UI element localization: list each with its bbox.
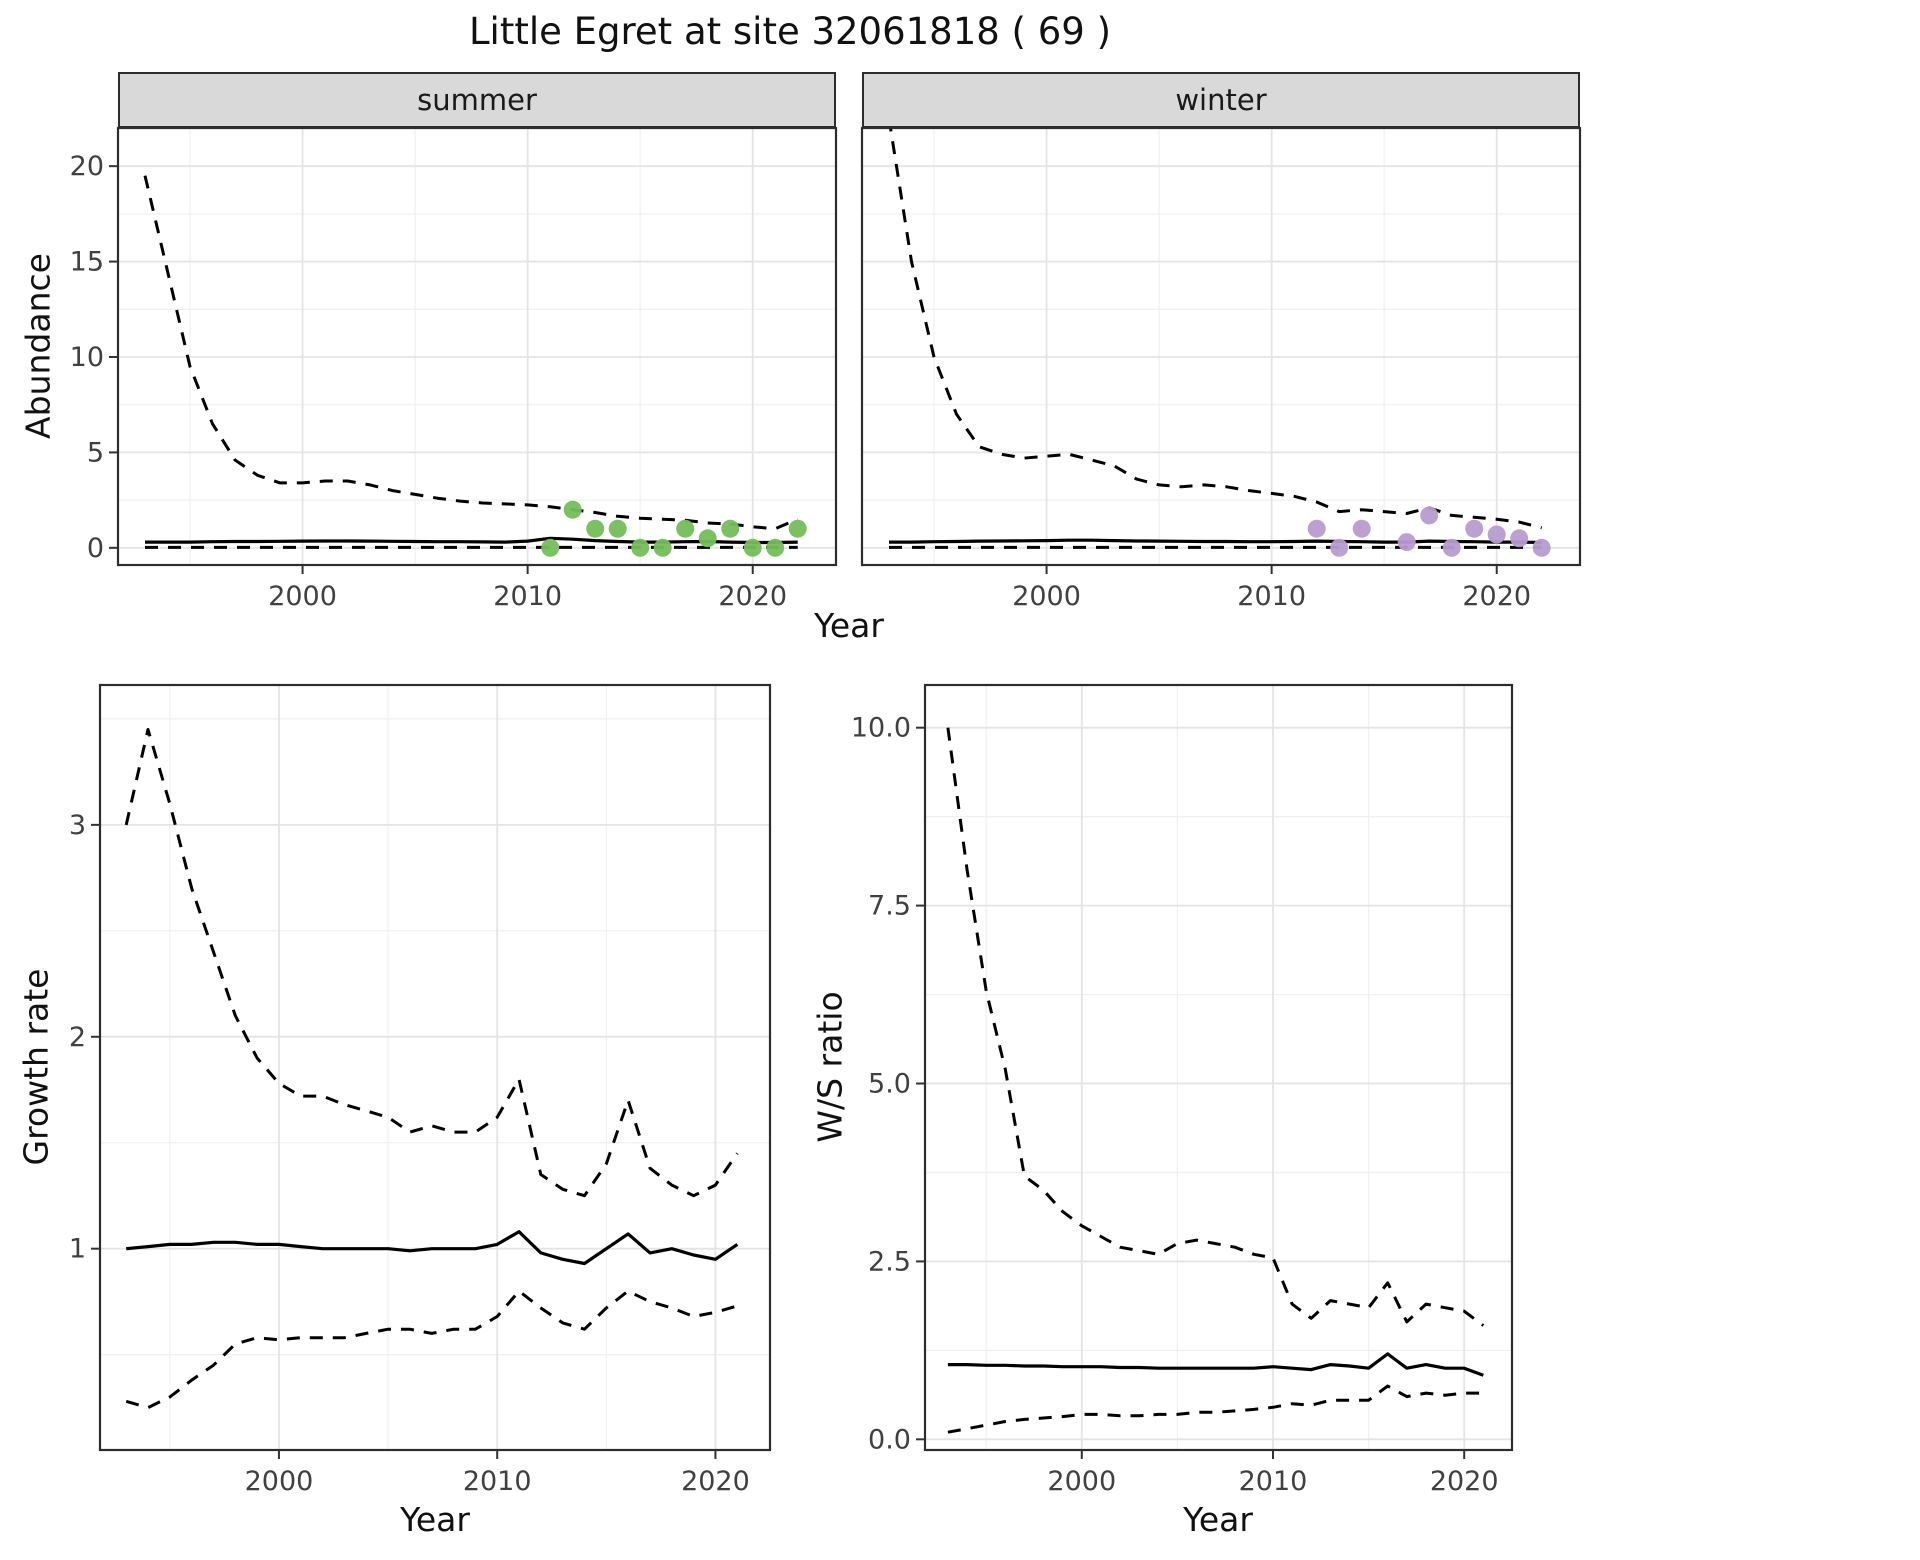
abundance-winter-point bbox=[1465, 519, 1484, 538]
panel-border bbox=[860, 126, 1582, 567]
abundance-winter-point bbox=[1487, 525, 1506, 544]
y-tick-label: 1 bbox=[69, 1234, 86, 1265]
abundance-summer-point bbox=[653, 538, 672, 557]
y-tick-label: 10.0 bbox=[851, 713, 911, 744]
growth-rate-lower-ci bbox=[125, 1289, 738, 1410]
abundance-winter-point bbox=[1330, 538, 1349, 557]
panel-border bbox=[98, 683, 772, 1452]
abundance-winter-median bbox=[889, 538, 1542, 545]
x-tick-label: 2010 bbox=[1239, 1466, 1308, 1497]
x-tick-label: 2020 bbox=[718, 581, 787, 612]
facet-strip-summer: summer bbox=[118, 72, 836, 128]
y-tick-label: 5 bbox=[87, 437, 104, 468]
growth-rate-upper-ci bbox=[124, 728, 739, 1198]
x-tick-label: 2010 bbox=[463, 1466, 532, 1497]
chart-title: Little Egret at site 32061818 ( 69 ) bbox=[468, 10, 1112, 53]
y-tick-label: 10 bbox=[70, 342, 104, 373]
x-tick-label: 2000 bbox=[1012, 581, 1081, 612]
y-tick-label: 2.5 bbox=[868, 1246, 911, 1277]
x-axis-label-growth-rate: Year bbox=[400, 1500, 470, 1539]
abundance-winter-point bbox=[1397, 533, 1416, 552]
panel-background bbox=[925, 685, 1512, 1450]
x-tick-label: 2020 bbox=[681, 1466, 750, 1497]
abundance-summer-point bbox=[743, 538, 762, 557]
x-tick-label: 2010 bbox=[493, 581, 562, 612]
abundance-winter-point bbox=[1442, 538, 1461, 557]
abundance-summer-point bbox=[721, 519, 740, 538]
x-tick-label: 2000 bbox=[245, 1466, 314, 1497]
x-tick-label: 2000 bbox=[1047, 1466, 1116, 1497]
abundance-summer-point bbox=[563, 500, 582, 519]
y-tick-label: 2 bbox=[69, 1022, 86, 1053]
y-tick-label: 3 bbox=[69, 810, 86, 841]
abundance-winter-point bbox=[1510, 529, 1529, 548]
ws-ratio-upper-ci bbox=[946, 727, 1485, 1327]
abundance-winter-point bbox=[1420, 506, 1439, 525]
panel-background bbox=[862, 128, 1580, 565]
abundance-summer-point bbox=[631, 538, 650, 557]
x-tick-label: 2020 bbox=[1430, 1466, 1499, 1497]
abundance-summer-point bbox=[766, 538, 785, 557]
x-tick-label: 2000 bbox=[268, 581, 337, 612]
x-axis-label-abundance: Year bbox=[814, 606, 884, 645]
x-tick-label: 2010 bbox=[1237, 581, 1306, 612]
abundance-summer-median bbox=[145, 536, 798, 545]
ws-ratio-median bbox=[947, 1352, 1484, 1377]
abundance-summer-point bbox=[698, 529, 717, 548]
y-tick-label: 0.0 bbox=[868, 1424, 911, 1455]
panel-background bbox=[100, 685, 770, 1450]
abundance-winter-point bbox=[1352, 519, 1371, 538]
abundance-summer-point bbox=[586, 519, 605, 538]
facet-strip-winter: winter bbox=[862, 72, 1580, 128]
panel-background bbox=[118, 128, 836, 565]
growth-rate-median bbox=[126, 1230, 739, 1266]
abundance-winter-point bbox=[1532, 538, 1551, 557]
y-tick-label: 20 bbox=[70, 151, 104, 182]
abundance-summer-point bbox=[676, 519, 695, 538]
panel-border bbox=[116, 126, 838, 567]
panel-border bbox=[923, 683, 1514, 1452]
x-tick-label: 2020 bbox=[1462, 581, 1531, 612]
y-tick-label: 7.5 bbox=[868, 891, 911, 922]
y-tick-label: 15 bbox=[70, 247, 104, 278]
abundance-summer-point bbox=[608, 519, 627, 538]
abundance-summer-point bbox=[541, 538, 560, 557]
abundance-winter-point bbox=[1307, 519, 1326, 538]
abundance-summer-point bbox=[788, 519, 807, 538]
y-tick-label: 5.0 bbox=[868, 1069, 911, 1100]
y-tick-label: 0 bbox=[87, 533, 104, 564]
x-axis-label-ws-ratio: Year bbox=[1183, 1500, 1253, 1539]
